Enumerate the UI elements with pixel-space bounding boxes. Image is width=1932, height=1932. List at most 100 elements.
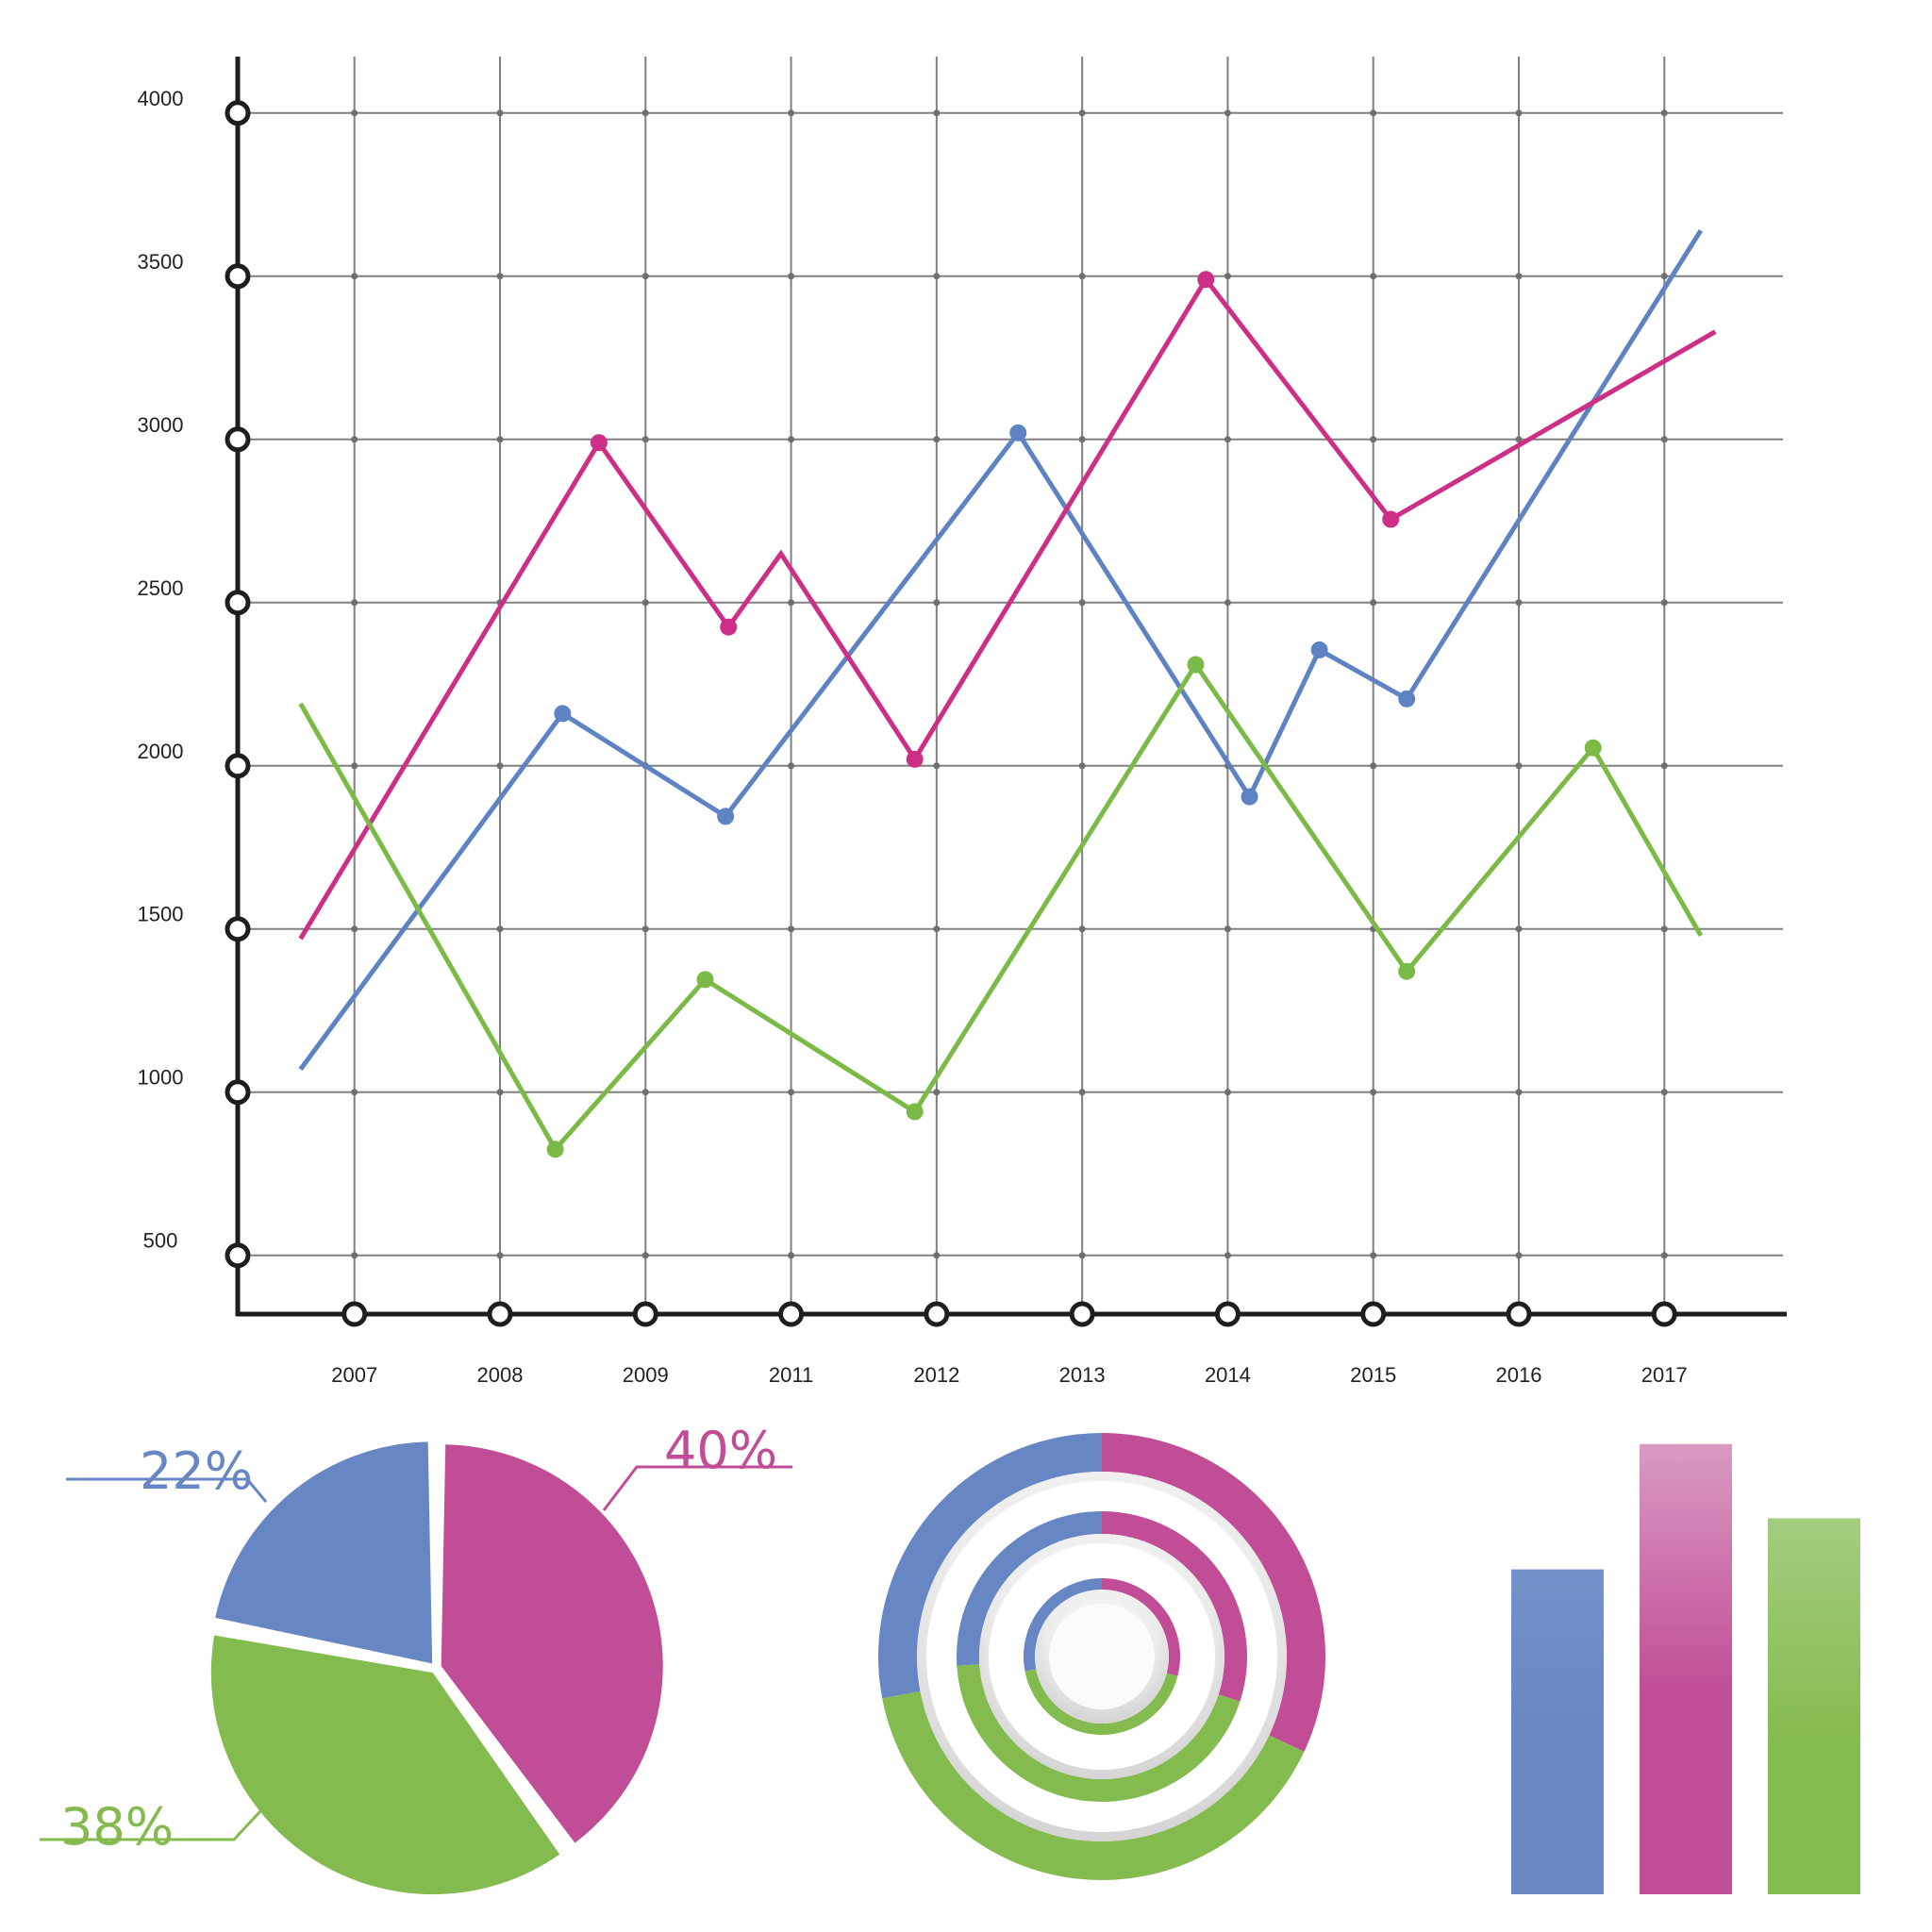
grid-node: [933, 1252, 941, 1259]
y-tick-label-500: 500: [143, 1229, 178, 1253]
x-tick-label-2007: 2007: [331, 1363, 377, 1387]
grid-node: [1515, 762, 1523, 770]
bar-magenta: [1640, 1443, 1732, 1894]
series-point-blue: [1241, 788, 1258, 806]
series-point-blue: [554, 705, 572, 723]
series-line-green: [298, 659, 1704, 1154]
grid-node: [1660, 925, 1668, 933]
y-tick-label-1500: 1500: [138, 903, 184, 926]
grid-node: [496, 109, 504, 117]
donut-outer-segment-green: [882, 1690, 1305, 1880]
donut-center: [1049, 1604, 1155, 1709]
x-tick-label-2015: 2015: [1350, 1363, 1396, 1387]
grid-node: [788, 925, 795, 933]
grid-node: [1078, 273, 1086, 280]
grid-node: [1660, 1252, 1668, 1259]
grid-node: [1078, 109, 1086, 117]
grid-node: [641, 273, 649, 280]
grid-node: [933, 762, 941, 770]
grid-node: [1515, 109, 1523, 117]
grid-node: [788, 1252, 795, 1259]
series-point-green: [1398, 962, 1416, 980]
grid-node: [351, 925, 358, 933]
grid-node: [788, 109, 795, 117]
grid-node: [933, 436, 941, 443]
series-line-blue: [298, 228, 1704, 1071]
series-point-magenta: [1382, 510, 1400, 528]
series-point-blue: [1398, 690, 1416, 708]
grid-node: [1224, 109, 1231, 117]
grid-node: [933, 1089, 941, 1096]
grid-node: [496, 925, 504, 933]
grid-node: [1660, 599, 1668, 607]
x-tick-label-2014: 2014: [1205, 1363, 1251, 1387]
grid-node: [351, 762, 358, 770]
pie-leader-38: [40, 1795, 275, 1841]
grid-node: [1515, 1252, 1523, 1259]
grid-node: [1078, 925, 1086, 933]
x-tick-label-2017: 2017: [1641, 1363, 1688, 1387]
x-tick-label-2009: 2009: [623, 1363, 669, 1387]
pie-leader-lines: [40, 1465, 792, 1841]
series-point-magenta: [720, 618, 738, 636]
y-tick-label-3500: 3500: [138, 250, 184, 274]
pie-slice-40%: [441, 1444, 663, 1843]
grid-node: [351, 109, 358, 117]
grid-node: [1370, 599, 1377, 607]
grid-node: [788, 273, 795, 280]
x-tick-label-2012: 2012: [913, 1363, 959, 1387]
grid-node: [1660, 109, 1668, 117]
y-axis-marker-3000: [225, 426, 251, 453]
grid-node: [1078, 1089, 1086, 1096]
x-axis-marker-2012: [924, 1301, 950, 1327]
series-point-green: [1584, 739, 1602, 757]
grid-node: [1224, 436, 1231, 443]
y-tick-label-3000: 3000: [138, 413, 184, 437]
grid-node: [1224, 1089, 1231, 1096]
donut-middle-segment-blue: [957, 1511, 1102, 1666]
grid-node: [788, 762, 795, 770]
grid-node: [641, 599, 649, 607]
pie-slice-38%: [210, 1635, 560, 1895]
donut-outer-segment-blue: [878, 1433, 1102, 1699]
grid-node: [1660, 436, 1668, 443]
grid-node: [496, 1252, 504, 1259]
donut-inner-segment-magenta: [1102, 1577, 1180, 1676]
series-point-magenta: [590, 434, 608, 452]
bar-green: [1768, 1518, 1860, 1894]
donut-middle-segment-green: [957, 1664, 1241, 1802]
grid-node: [1370, 436, 1377, 443]
grid-node: [788, 436, 795, 443]
y-axis-marker-1500: [225, 916, 251, 942]
grid-node: [1370, 1252, 1377, 1259]
series-point-green: [546, 1141, 564, 1158]
grid-node: [1515, 599, 1523, 607]
series-point-blue: [1009, 424, 1027, 441]
grid-node: [641, 436, 649, 443]
y-axis-marker-1000: [225, 1079, 251, 1106]
grid-node: [788, 1089, 795, 1096]
grid-node: [641, 925, 649, 933]
series-line-magenta: [298, 275, 1717, 941]
grid-node: [1515, 436, 1523, 443]
pie-slices: [210, 1441, 663, 1895]
grid-node: [351, 273, 358, 280]
grid-node: [351, 1252, 358, 1259]
series-point-blue: [1310, 641, 1328, 658]
series-point-green: [906, 1103, 924, 1121]
grid-node: [351, 1089, 358, 1096]
y-tick-label-1000: 1000: [138, 1066, 184, 1090]
donut-outer-segment-magenta: [1102, 1433, 1325, 1752]
x-axis-marker-2008: [487, 1301, 513, 1327]
grid-node: [1370, 273, 1377, 280]
chart-grid: [238, 57, 1783, 1314]
y-axis-marker-2000: [225, 753, 251, 779]
y-axis-marker-4000: [225, 100, 251, 126]
grid-node: [496, 273, 504, 280]
grid-node: [1660, 762, 1668, 770]
line-chart: 500 1000 1500 2000 2500 3000 3500 4000 2007 2008…: [138, 57, 1787, 1387]
grid-node: [1224, 1252, 1231, 1259]
grid-node: [933, 925, 941, 933]
x-tick-label-2011: 2011: [769, 1363, 813, 1387]
